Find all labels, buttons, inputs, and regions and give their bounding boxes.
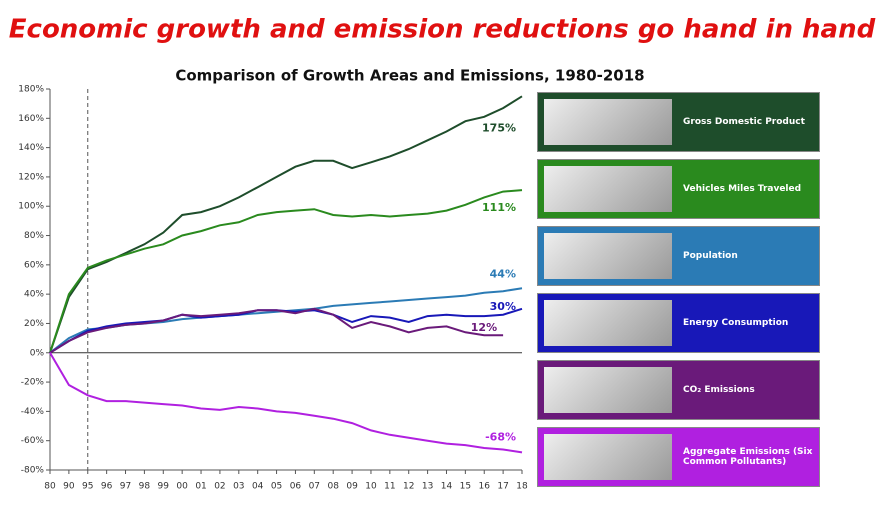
legend-item: Vehicles Miles Traveled (537, 159, 820, 219)
x-tick-label: 13 (422, 482, 433, 492)
end-label: 12% (471, 321, 497, 334)
x-tick-label: 96 (101, 482, 113, 492)
x-tick-label: 09 (346, 482, 358, 492)
x-tick-label: 03 (233, 482, 244, 492)
legend-item: Energy Consumption (537, 293, 820, 353)
x-tick-label: 00 (176, 482, 188, 492)
x-tick-label: 95 (82, 482, 93, 492)
y-tick-label: 40% (24, 290, 44, 300)
x-tick-label: 98 (139, 482, 151, 492)
x-tick-label: 04 (252, 482, 264, 492)
x-tick-label: 15 (460, 482, 471, 492)
x-tick-label: 06 (290, 482, 302, 492)
x-tick-label: 80 (44, 482, 56, 492)
end-label: 44% (490, 267, 516, 280)
y-tick-label: 60% (24, 260, 44, 270)
x-tick-label: 08 (327, 482, 339, 492)
legend-item: Population (537, 226, 820, 286)
x-tick-label: 11 (384, 482, 395, 492)
x-tick-label: 12 (403, 482, 414, 492)
x-tick-label: 17 (497, 482, 508, 492)
legend-label: Population (683, 251, 738, 261)
y-tick-label: -40% (21, 407, 45, 417)
legend-label: Vehicles Miles Traveled (683, 184, 802, 194)
y-tick-label: 160% (18, 114, 44, 124)
x-tick-label: 01 (195, 482, 206, 492)
x-tick-label: 14 (441, 482, 453, 492)
legend-image (544, 300, 672, 346)
series-line (49, 189, 523, 354)
legend-image (544, 233, 672, 279)
legend-label: Gross Domestic Product (683, 117, 805, 127)
end-label: 111% (482, 201, 516, 214)
legend-item: CO₂ Emissions (537, 360, 820, 420)
series-line (49, 307, 523, 354)
y-tick-label: 80% (24, 231, 44, 241)
x-tick-label: 18 (516, 482, 528, 492)
y-tick-label: -20% (21, 378, 45, 388)
y-tick-label: -60% (21, 436, 45, 446)
y-tick-label: 120% (18, 172, 44, 182)
end-label: 30% (490, 300, 516, 313)
x-tick-label: 90 (63, 482, 75, 492)
x-tick-label: 02 (214, 482, 225, 492)
legend-item: Gross Domestic Product (537, 92, 820, 152)
legend-image (544, 434, 672, 480)
series-line (49, 307, 504, 354)
y-tick-label: -80% (21, 466, 45, 476)
y-tick-label: 100% (18, 202, 44, 212)
legend-label: Energy Consumption (683, 318, 789, 328)
x-tick-label: 99 (158, 482, 170, 492)
legend-label: Aggregate Emissions (Six Common Pollutan… (683, 447, 813, 467)
legend-image (544, 166, 672, 212)
y-tick-label: 180% (18, 85, 44, 95)
end-label: -68% (485, 430, 516, 443)
chart-title: Comparison of Growth Areas and Emissions… (175, 67, 644, 85)
x-tick-label: 16 (479, 482, 491, 492)
y-tick-label: 0% (30, 348, 45, 358)
y-tick-label: 140% (18, 143, 44, 153)
series-line (49, 352, 523, 454)
y-tick-label: 20% (24, 319, 44, 329)
x-tick-label: 97 (120, 482, 131, 492)
end-label: 175% (482, 121, 516, 134)
legend-image (544, 367, 672, 413)
headline: Economic growth and emission reductions … (9, 15, 876, 45)
legend-image (544, 99, 672, 145)
x-tick-label: 05 (271, 482, 282, 492)
x-tick-label: 10 (365, 482, 377, 492)
series-line (49, 95, 523, 354)
x-tick-label: 07 (309, 482, 320, 492)
legend-label: CO₂ Emissions (683, 385, 755, 395)
legend-item: Aggregate Emissions (Six Common Pollutan… (537, 427, 820, 487)
series-line (49, 287, 523, 354)
